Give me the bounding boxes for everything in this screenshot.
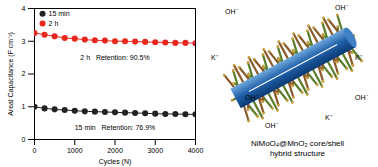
svg-text:K⁺: K⁺ — [211, 54, 219, 61]
svg-text:1: 1 — [22, 103, 26, 110]
svg-text:2 h Retention: 90.5%: 2 h Retention: 90.5% — [80, 54, 149, 61]
svg-text:2000: 2000 — [107, 147, 123, 154]
svg-text:3000: 3000 — [147, 147, 163, 154]
svg-text:NiMoO₄@MnO₂ core/shell: NiMoO₄@MnO₂ core/shell — [251, 139, 344, 148]
svg-text:OH⁻: OH⁻ — [245, 94, 259, 101]
svg-text:4: 4 — [22, 5, 26, 12]
svg-text:Areal Capacitance (F cm⁻²): Areal Capacitance (F cm⁻²) — [7, 32, 15, 116]
svg-text:15 min Retention: 76.9%: 15 min Retention: 76.9% — [75, 124, 156, 131]
svg-text:1000: 1000 — [67, 147, 83, 154]
svg-text:15 min: 15 min — [49, 10, 70, 17]
svg-text:2: 2 — [22, 70, 26, 77]
svg-text:K⁺: K⁺ — [355, 54, 363, 61]
svg-text:Cycles (N): Cycles (N) — [99, 158, 132, 166]
svg-text:0: 0 — [22, 136, 26, 143]
svg-text:3: 3 — [22, 37, 26, 44]
svg-text:K⁺: K⁺ — [325, 114, 333, 121]
svg-text:4000: 4000 — [188, 147, 204, 154]
svg-text:0: 0 — [33, 147, 37, 154]
svg-text:OH⁻: OH⁻ — [355, 94, 369, 101]
svg-text:2 h: 2 h — [49, 20, 59, 27]
svg-text:OH⁻: OH⁻ — [225, 8, 239, 15]
svg-text:hybrid structure: hybrid structure — [270, 149, 326, 158]
svg-text:OH⁻: OH⁻ — [265, 122, 279, 129]
svg-text:OH⁻: OH⁻ — [335, 4, 349, 11]
